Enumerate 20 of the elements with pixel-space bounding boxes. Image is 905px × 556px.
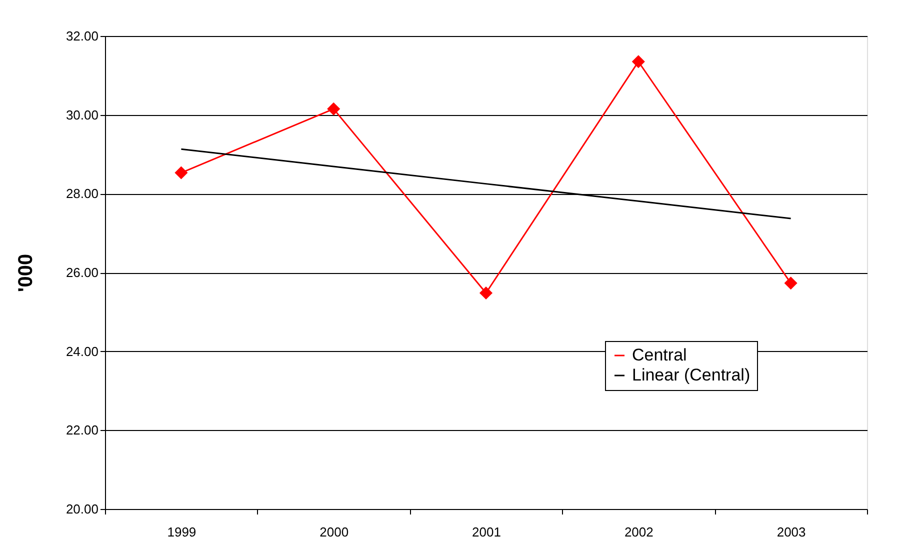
legend-label: Central (632, 346, 687, 364)
x-tick-label: 2000 (320, 524, 349, 540)
point (784, 276, 798, 290)
point (479, 286, 493, 300)
y-tick-label: 24.00 (66, 344, 98, 359)
x-tick-label: 2001 (472, 524, 501, 540)
y-tick-label: 20.00 (66, 502, 98, 516)
point (327, 102, 340, 116)
y-tick-label: 28.00 (66, 186, 98, 202)
point (174, 166, 188, 180)
legend-label: Linear (Central) (632, 366, 750, 384)
x-tick-label: 1999 (167, 524, 196, 540)
x-tick-label: 2002 (624, 524, 654, 540)
y-axis-title: '000 (14, 254, 37, 292)
y-tick-label: 22.00 (66, 422, 98, 438)
y-tick-label: 26.00 (66, 265, 98, 280)
y-tick-label: 30.00 (66, 107, 98, 122)
point (632, 55, 645, 68)
y-tick-label: 32.00 (66, 28, 98, 44)
x-tick-label: 2003 (776, 524, 806, 540)
